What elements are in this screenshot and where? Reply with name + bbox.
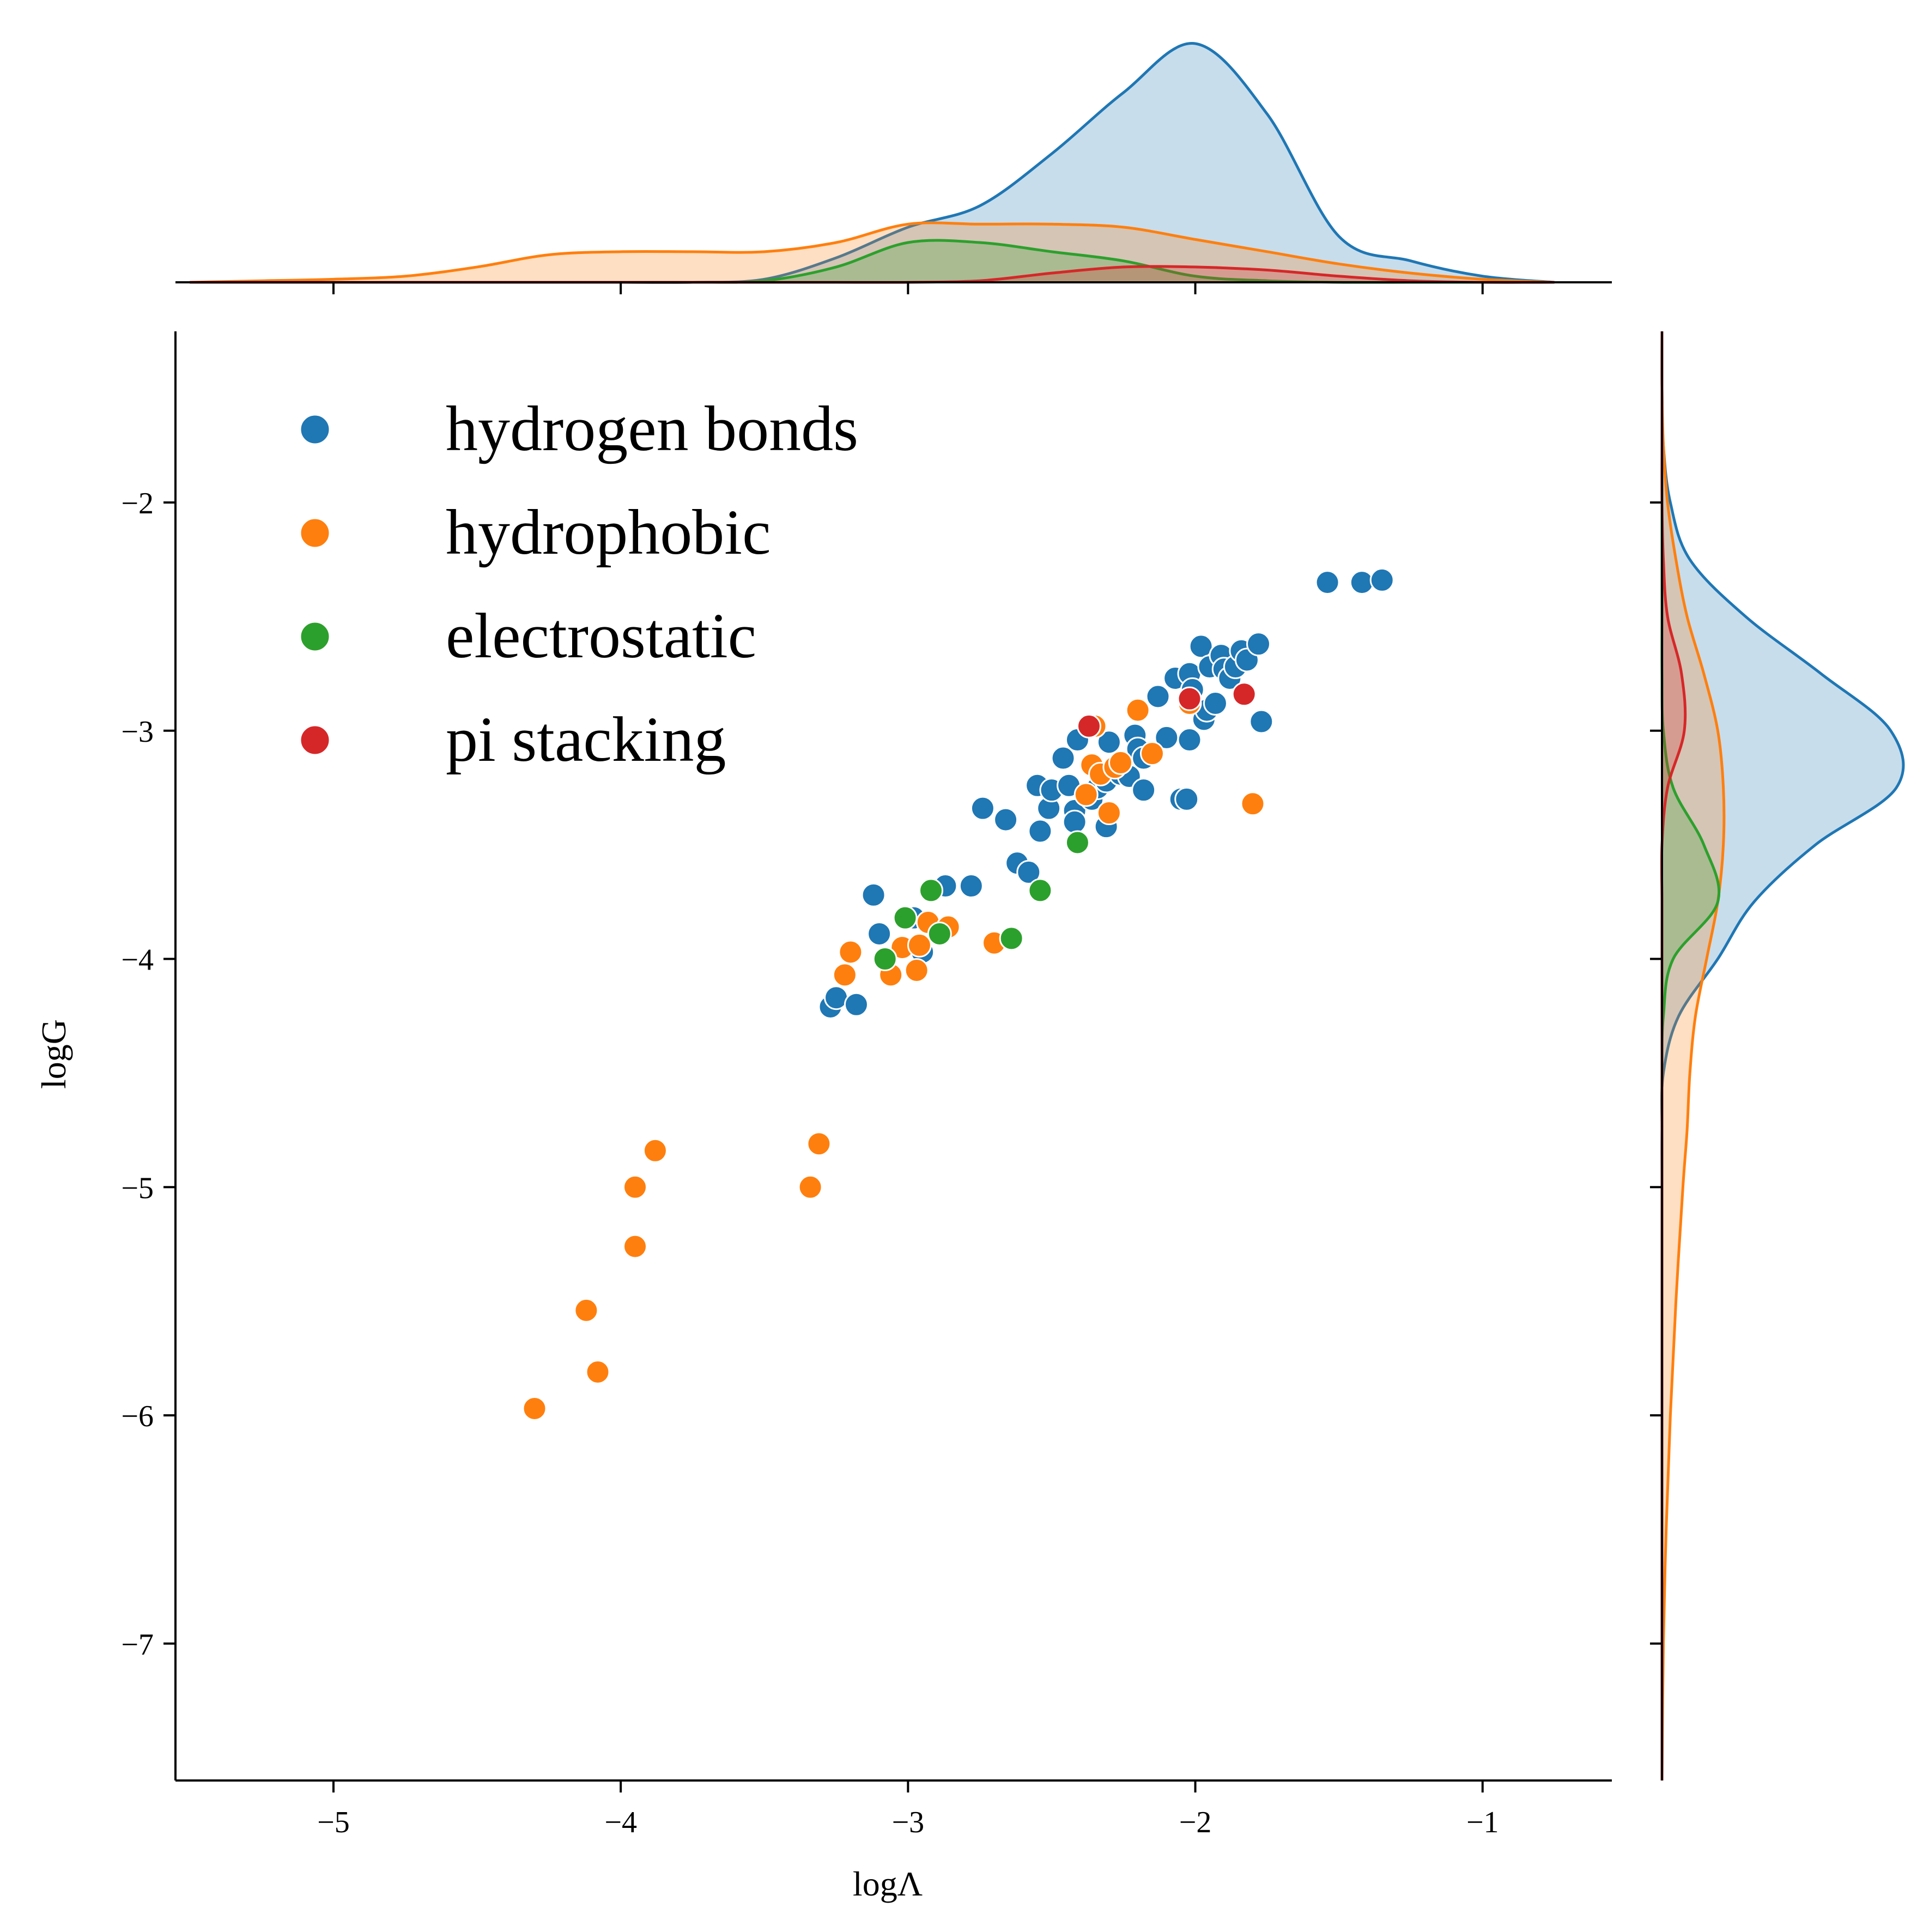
point-hydrogen-bonds <box>1145 684 1170 709</box>
legend-label: hydrophobic <box>446 496 771 568</box>
point-hydrophobic <box>907 932 932 958</box>
x-tick-label: −1 <box>1466 1806 1499 1839</box>
y-tick-label: −6 <box>121 1400 154 1433</box>
point-hydrogen-bonds <box>1315 570 1340 595</box>
point-electrostatic <box>919 878 944 903</box>
marginal-x-area-hydrogen-bonds <box>190 43 1555 283</box>
point-hydrogen-bonds <box>1203 691 1228 716</box>
point-hydrogen-bonds <box>1188 634 1214 659</box>
y-tick-label: −4 <box>121 943 154 977</box>
y-tick-label: −3 <box>121 715 154 749</box>
main-axes: −5 −4 −3 −2 −1 −7 −6 −5 −4 −3 −2 logΛ logG hydrog… <box>34 281 1663 1903</box>
scatter-points <box>522 567 1394 1421</box>
point-hydrogen-bonds <box>1062 809 1087 834</box>
point-hydrogen-bonds <box>1246 632 1271 657</box>
point-electrostatic <box>999 926 1024 951</box>
point-hydrophobic <box>904 958 929 983</box>
legend-marker-pi-stacking <box>299 724 331 756</box>
point-electrostatic <box>927 921 952 946</box>
legend: hydrogen bonds hydrophobic electrostatic pi… <box>299 393 858 775</box>
point-hydrophobic <box>798 1174 823 1200</box>
point-hydrophobic <box>1073 782 1099 807</box>
point-hydrophobic <box>642 1138 668 1163</box>
point-hydrogen-bonds <box>1131 778 1156 803</box>
point-pi-stacking <box>1076 713 1101 738</box>
point-hydrophobic <box>1139 741 1164 766</box>
point-hydrophobic <box>585 1359 610 1384</box>
marginal-y-density <box>1660 331 1905 1781</box>
point-electrostatic <box>872 947 897 972</box>
point-hydrogen-bonds <box>1016 859 1041 885</box>
point-hydrogen-bonds <box>993 807 1018 832</box>
x-tick-label: −2 <box>1179 1806 1212 1839</box>
point-hydrophobic <box>574 1298 599 1323</box>
y-axis-title: logG <box>34 1019 73 1089</box>
legend-marker-electrostatic <box>299 621 331 652</box>
marginal-y-curve-hydrophobic <box>1660 331 1726 1781</box>
legend-label: pi stacking <box>446 704 726 775</box>
point-hydrogen-bonds <box>861 882 886 907</box>
point-hydrogen-bonds <box>867 921 892 946</box>
point-hydrophobic <box>1096 801 1121 826</box>
point-hydrophobic <box>1125 698 1150 723</box>
x-tick-label: −4 <box>604 1806 637 1839</box>
y-tick-label: −7 <box>121 1628 154 1662</box>
point-hydrogen-bonds <box>844 992 869 1017</box>
point-hydrophobic <box>806 1131 832 1156</box>
point-hydrophobic <box>522 1396 547 1421</box>
legend-label: electrostatic <box>446 600 756 671</box>
axis-spines <box>174 281 1663 1782</box>
marginal-x-curve-hydrophobic <box>190 221 1555 284</box>
point-hydrogen-bonds <box>1249 709 1274 734</box>
point-hydrophobic <box>832 962 857 988</box>
point-hydrophobic <box>623 1234 648 1259</box>
marginal-y-area-pi-stacking <box>1661 331 1685 1780</box>
marginal-y-curve-hydrogen-bonds <box>1660 331 1905 1781</box>
marginal-x-area-electrostatic <box>190 240 1555 283</box>
point-pi-stacking <box>1232 682 1257 707</box>
point-hydrogen-bonds <box>1096 730 1121 755</box>
point-hydrogen-bonds <box>1051 746 1076 771</box>
marginal-x-density <box>190 42 1555 284</box>
point-pi-stacking <box>1177 686 1202 711</box>
point-hydrogen-bonds <box>1028 819 1053 844</box>
legend-marker-hydrogen-bonds <box>299 414 331 445</box>
x-tick-label: −5 <box>317 1806 350 1839</box>
point-electrostatic <box>1065 830 1090 855</box>
point-hydrogen-bonds <box>959 874 984 899</box>
point-electrostatic <box>1028 878 1053 903</box>
point-hydrogen-bonds <box>1177 728 1202 753</box>
legend-label: hydrogen bonds <box>446 393 858 464</box>
x-axis-title: logΛ <box>853 1864 923 1903</box>
x-tick-label: −3 <box>892 1806 925 1839</box>
point-hydrogen-bonds <box>970 796 995 821</box>
y-tick-label: −2 <box>121 487 154 520</box>
y-tick-label: −5 <box>121 1171 154 1205</box>
point-hydrogen-bonds <box>1174 786 1199 811</box>
point-hydrophobic <box>1108 750 1133 775</box>
point-electrostatic <box>893 905 918 930</box>
point-hydrophobic <box>623 1174 648 1200</box>
point-hydrogen-bonds <box>1369 567 1394 592</box>
point-hydrophobic <box>1240 791 1265 816</box>
marginal-x-area-pi-stacking <box>190 266 1555 283</box>
x-axis-ticks: −5 −4 −3 −2 −1 <box>317 282 1499 1839</box>
point-hydrogen-bonds <box>1349 570 1374 595</box>
marginal-y-area-hydrogen-bonds <box>1661 331 1903 1780</box>
legend-marker-hydrophobic <box>299 517 331 549</box>
marginal-y-area-hydrophobic <box>1661 331 1724 1780</box>
point-hydrophobic <box>838 940 863 965</box>
y-axis-ticks: −7 −6 −5 −4 −3 −2 <box>121 487 1662 1662</box>
